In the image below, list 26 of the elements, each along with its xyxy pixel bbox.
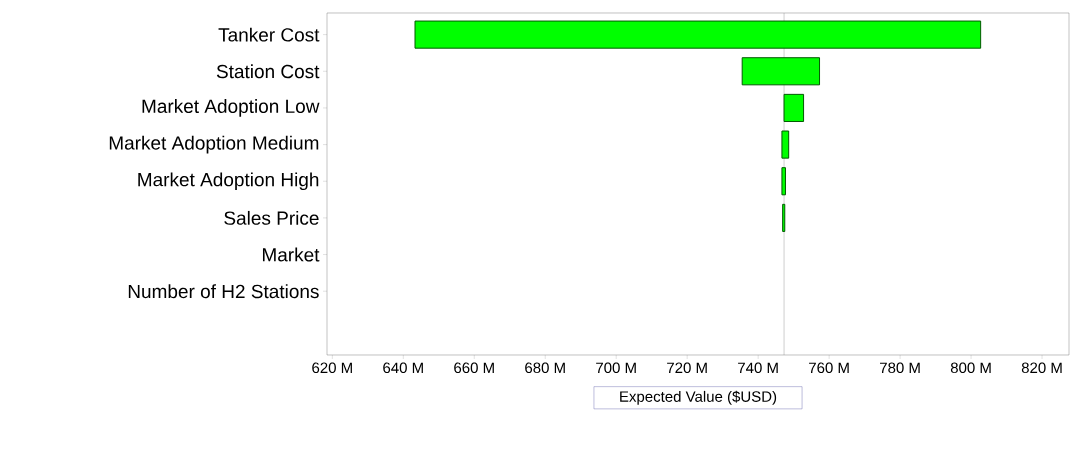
bar [741,57,821,86]
x-tick-label: 820 M [1021,362,1062,374]
x-tick-label: 760 M [809,362,849,374]
x-tick-label: 660 M [454,362,494,374]
x-tick-label: 800 M [950,362,991,374]
x-tick-label: 720 M [667,362,707,374]
y-tick-label: Market Adoption Medium [109,135,319,154]
x-tick-label: 680 M [525,362,565,374]
y-tick-label: Market Adoption Low [142,99,320,117]
y-tick-label: Market Adoption High [138,172,319,191]
x-axis-title: Expected Value ($USD) [620,390,777,405]
y-tick-label: Number of H2 Stations [128,284,319,299]
x-tick-label: 620 M [312,362,352,374]
y-tick-label: Station Cost [216,64,320,79]
bar [781,130,790,159]
x-tick-label: 700 M [596,362,636,374]
bar [783,93,805,122]
x-tick-label: 740 M [738,362,778,374]
y-tick-label: Tanker Cost [218,27,320,42]
y-tick-label: Sales Price [224,210,319,225]
bar [414,20,982,49]
x-tick-label: 780 M [880,362,920,374]
y-tick-label: Market [262,247,320,262]
x-tick-label: 640 M [383,362,423,374]
bar [781,167,786,196]
bar [782,203,786,232]
